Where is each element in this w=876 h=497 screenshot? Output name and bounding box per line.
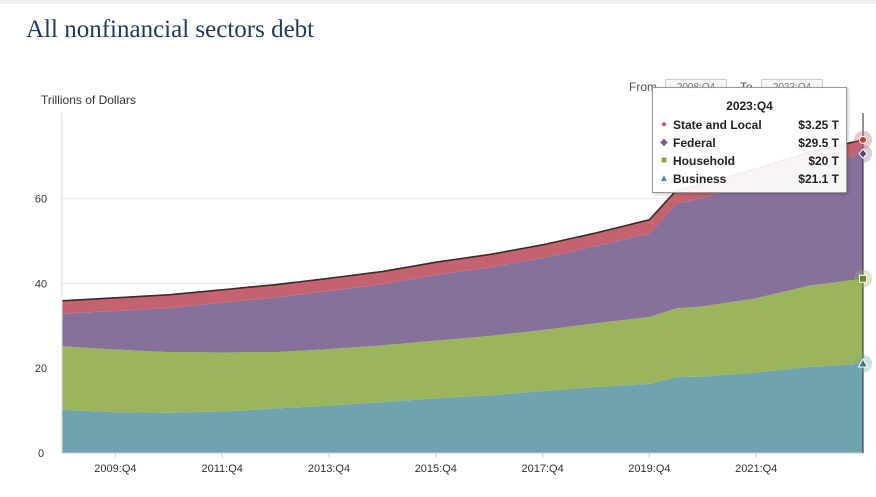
area-federal[interactable]: [62, 153, 863, 353]
x-tick-label: 2011:Q4: [202, 463, 243, 475]
triangle-marker-icon: ▲: [659, 173, 669, 184]
tooltip-series-name: Business: [673, 172, 727, 186]
diamond-marker-icon: ◆: [660, 137, 668, 148]
square-marker-icon: ■: [660, 155, 668, 166]
x-tick-label: 2021:Q4: [735, 463, 777, 475]
x-tick-label: 2013:Q4: [308, 463, 350, 475]
area-business[interactable]: [62, 363, 863, 453]
tooltip-row-household: ■ Household $20 T: [653, 153, 846, 171]
tooltip-series-value: $3.25 T: [798, 118, 839, 132]
page-title: All nonfinancial sectors debt: [26, 16, 315, 43]
y-tick-label: 0: [38, 448, 44, 460]
tooltip: 2023:Q4 ● State and Local $3.25 T ◆ Fede…: [652, 87, 847, 193]
x-tick-label: 2009:Q4: [94, 463, 136, 475]
state-local-marker: [859, 135, 867, 144]
tooltip-header: 2023:Q4: [726, 99, 773, 113]
federal-marker: [858, 148, 868, 159]
y-ticks: 0 20 40 60: [35, 194, 47, 460]
y-axis-title: Trillions of Dollars: [41, 93, 136, 107]
axes: [61, 113, 863, 454]
hover-markers: [854, 130, 872, 373]
tooltip-series-name: Household: [673, 154, 735, 168]
tooltip-series-name: Federal: [673, 136, 716, 150]
x-ticks: 2009:Q4 2011:Q4 2013:Q4 2015:Q4 2017:Q4 2019:…: [94, 453, 777, 475]
tooltip-series-name: State and Local: [673, 118, 762, 132]
y-tick-label: 40: [35, 278, 47, 290]
tooltip-series-value: $29.5 T: [798, 136, 839, 150]
tooltip-row-state-local: ● State and Local $3.25 T: [653, 117, 846, 135]
area-household[interactable]: [62, 278, 863, 413]
tooltip-series-value: $20 T: [808, 154, 839, 168]
x-tick-label: 2019:Q4: [628, 463, 670, 475]
tooltip-row-federal: ◆ Federal $29.5 T: [653, 135, 846, 153]
top-rule: [0, 0, 876, 4]
x-tick-label: 2015:Q4: [415, 463, 457, 475]
tooltip-series-value: $21.1 T: [798, 172, 839, 186]
tooltip-row-business: ▲ Business $21.1 T: [653, 171, 846, 189]
business-marker: [857, 358, 869, 368]
range-from-label: From: [629, 80, 657, 94]
household-marker: [859, 274, 867, 283]
circle-marker-icon: ●: [660, 119, 668, 130]
x-tick-label: 2017:Q4: [521, 463, 563, 475]
y-tick-label: 60: [35, 194, 47, 206]
y-tick-label: 20: [35, 363, 47, 375]
